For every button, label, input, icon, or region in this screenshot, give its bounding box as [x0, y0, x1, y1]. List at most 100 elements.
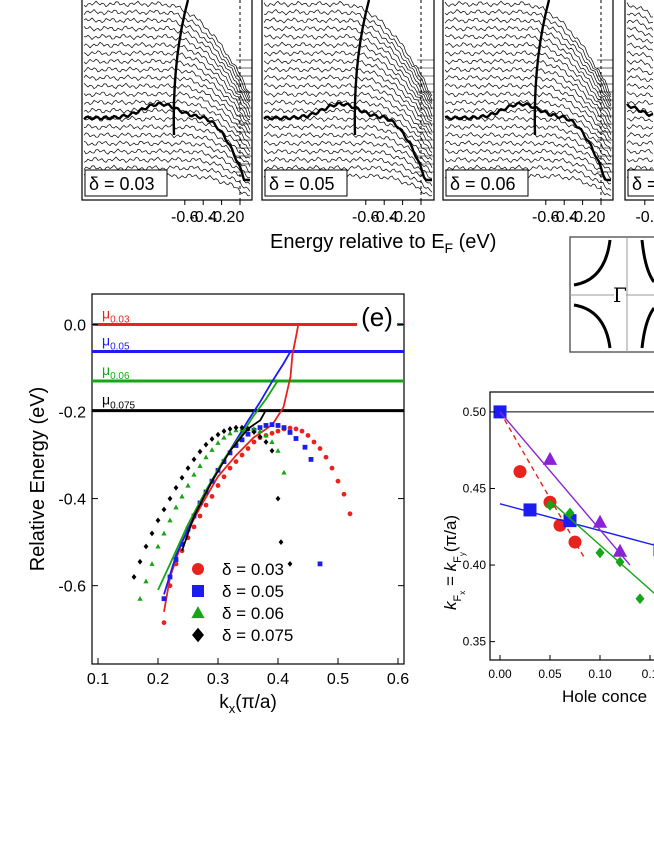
data-point [275, 447, 281, 453]
data-point [233, 443, 239, 448]
data-point [155, 543, 161, 549]
y-tick-label: 0.0 [64, 317, 86, 334]
doping-label-box [445, 169, 529, 197]
x-tick-label: 0.5 [327, 671, 349, 688]
data-point [155, 517, 161, 524]
fermi-arc [640, 239, 654, 283]
data-point [185, 526, 191, 532]
edc-spectrum [626, 124, 654, 130]
x-tick-label: 0.1 [87, 671, 109, 688]
data-point [287, 430, 293, 435]
data-point [263, 423, 269, 428]
edc-x-tick-label: -0.4 [370, 209, 398, 226]
dispersion-curve [181, 410, 267, 552]
edc-spectrum [444, 99, 612, 144]
data-point [595, 547, 605, 559]
legend-marker [191, 606, 205, 619]
edc-spectrum [626, 42, 654, 51]
edc-spectrum [83, 82, 251, 134]
data-point [281, 425, 287, 431]
edc-spectrum [626, 66, 654, 75]
edc-spectrum [626, 59, 654, 69]
doping-label-box [264, 169, 348, 197]
edc-x-tick-label: 0 [236, 209, 245, 226]
data-point [173, 484, 179, 491]
plot-frame [489, 391, 654, 661]
data-point [523, 503, 537, 517]
data-point [221, 434, 227, 440]
edc-x-tick-label: -0.6 [532, 209, 560, 226]
data-point [293, 436, 299, 441]
fit-line [549, 500, 654, 595]
dispersion-curve [157, 380, 279, 591]
edc-kf-spectrum [83, 101, 250, 182]
data-point [341, 491, 347, 497]
y-tick-label: -0.4 [58, 492, 86, 509]
data-point [257, 428, 263, 434]
x-tick-label: 0.3 [207, 671, 229, 688]
doping-label-box [627, 169, 654, 197]
y-tick-label: -0.6 [58, 579, 86, 596]
edc-xlabel: Energy relative to EF (eV) [270, 231, 496, 256]
fit-line [499, 411, 586, 560]
edc-spectrum [83, 41, 251, 115]
edc-spectrum [626, 132, 654, 138]
edc-spectrum [627, 116, 654, 123]
data-point [281, 469, 287, 475]
data-point [323, 454, 329, 460]
x-tick-label: 0.00 [488, 667, 512, 681]
data-point [545, 499, 555, 511]
peak-dispersion-line [533, 0, 551, 136]
edc-spectrum [444, 8, 612, 98]
edc-spectrum [263, 74, 433, 132]
fit-line [499, 411, 631, 566]
doping-label: δ = 0 [632, 174, 654, 194]
edc-spectrum [83, 132, 251, 167]
data-point [299, 428, 305, 434]
doping-label: δ = 0.06 [450, 174, 516, 194]
kf-vs-doping-chart: 0.00 0.05 0.10 0.1 0.35 0.40 0.45 0.50 Hole conc… [441, 391, 654, 706]
edc-spectrum [83, 91, 251, 139]
doping-label-box [84, 169, 168, 197]
edc-spectrum [263, 41, 433, 117]
edc-x-tick-label: -0.2 [569, 209, 597, 226]
plot-frame [91, 293, 405, 665]
data-point [191, 456, 197, 463]
y-tick-label: 0.50 [463, 405, 487, 419]
data-point [612, 543, 628, 557]
data-point [197, 448, 203, 455]
edc-spectrum [263, 148, 433, 179]
edc-spectrum [83, 17, 251, 102]
data-point [227, 426, 233, 432]
edc-kf-spectrum [263, 101, 432, 182]
gamma-label-bg [614, 286, 626, 306]
edc-spectrum [263, 82, 433, 135]
edc-x-tick-label: 0 [597, 209, 606, 226]
x-axis-label: Hole conce [562, 687, 647, 706]
edc-panel-frame [442, 0, 614, 201]
edc-spectrum [263, 33, 433, 110]
series [499, 411, 586, 560]
edc-spectrum [263, 0, 433, 97]
edc-spectrum [83, 107, 251, 153]
data-point [563, 514, 577, 528]
edc-spectrum [83, 140, 251, 174]
edc-spectrum [444, 132, 612, 165]
data-point [197, 513, 203, 519]
series [545, 499, 654, 605]
edc-spectrum [626, 140, 654, 147]
data-point [233, 424, 239, 431]
edc-spectrum [83, 123, 251, 159]
legend-label: δ = 0.075 [222, 626, 293, 645]
data-point [287, 425, 293, 431]
data-point [191, 471, 197, 477]
data-point [615, 556, 625, 568]
data-point [161, 530, 167, 536]
series [131, 410, 293, 580]
edc-panel: δ = 0.06 -0.6-0.4-0.2 0 [442, 0, 614, 226]
y-tick-label: 0.40 [463, 558, 487, 572]
data-point [179, 493, 185, 499]
series [493, 405, 654, 557]
data-point [542, 451, 558, 465]
edc-spectrum [444, 0, 612, 96]
